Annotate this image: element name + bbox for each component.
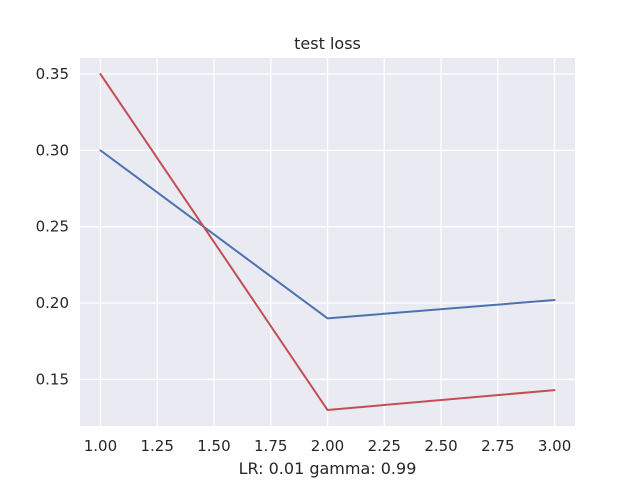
x-tick-label: 1.50 xyxy=(197,437,230,455)
tick-labels: 1.00 1.25 1.50 1.75 2.00 2.25 2.50 2.75 3.00 0.15… xyxy=(36,65,572,455)
y-tick-label: 0.25 xyxy=(36,218,69,236)
y-tick-label: 0.30 xyxy=(36,141,69,159)
chart-title: test loss xyxy=(294,34,361,53)
series-line-2 xyxy=(99,73,556,411)
x-tick-label: 2.00 xyxy=(311,437,344,455)
x-tick-label: 1.00 xyxy=(84,437,117,455)
x-tick-label: 2.25 xyxy=(368,437,401,455)
x-tick-label: 2.50 xyxy=(424,437,457,455)
series-layer xyxy=(99,73,556,411)
x-tick-label: 2.75 xyxy=(481,437,514,455)
y-tick-label: 0.35 xyxy=(36,65,69,83)
x-tick-label: 3.00 xyxy=(538,437,571,455)
y-tick-label: 0.20 xyxy=(36,294,69,312)
x-tick-label: 1.75 xyxy=(254,437,287,455)
y-tick-label: 0.15 xyxy=(36,370,69,388)
x-tick-label: 1.25 xyxy=(140,437,173,455)
series-line-1 xyxy=(99,149,556,320)
x-axis-label: LR: 0.01 gamma: 0.99 xyxy=(239,459,417,478)
